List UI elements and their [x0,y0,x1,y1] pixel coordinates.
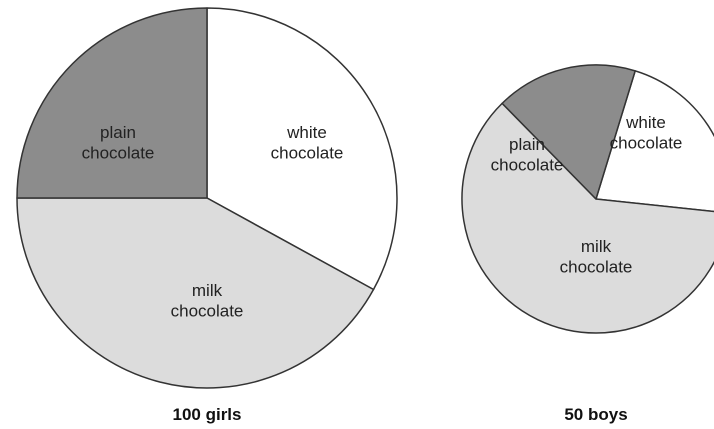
caption-boys: 50 boys [564,405,627,424]
slice-label-boys-plain: plain chocolate [491,135,564,174]
slice-label-line-girls-white-0: white [286,123,327,142]
slice-label-line-boys-white-1: chocolate [610,133,683,152]
slice-label-line-girls-milk-1: chocolate [171,301,244,320]
slice-label-line-girls-milk-0: milk [192,281,223,300]
pie-slice-girls-plain [16,7,208,199]
slice-label-line-girls-white-1: chocolate [271,143,344,162]
slice-label-line-boys-milk-1: chocolate [560,257,633,276]
pie-slice-boys-white [595,70,714,213]
slice-label-line-boys-white-0: white [625,113,666,132]
slice-label-girls-plain: plain chocolate [82,123,155,162]
slice-label-line-boys-milk-0: milk [581,237,612,256]
slice-label-line-boys-plain-0: plain [509,135,545,154]
slice-label-line-boys-plain-1: chocolate [491,155,564,174]
slice-label-girls-white: white chocolate [271,123,344,162]
pie-slice-girls-milk [16,197,375,389]
pie-slice-boys-plain [501,64,636,200]
caption-girls: 100 girls [173,405,242,424]
slice-label-boys-milk: milk chocolate [560,237,633,276]
slice-label-boys-white: white chocolate [610,113,683,152]
slice-label-girls-milk: milk chocolate [171,281,244,320]
pie-slice-boys-milk [461,102,714,334]
slice-label-line-girls-plain-0: plain [100,123,136,142]
slice-label-line-girls-plain-1: chocolate [82,143,155,162]
pie-slice-girls-white [206,7,398,291]
